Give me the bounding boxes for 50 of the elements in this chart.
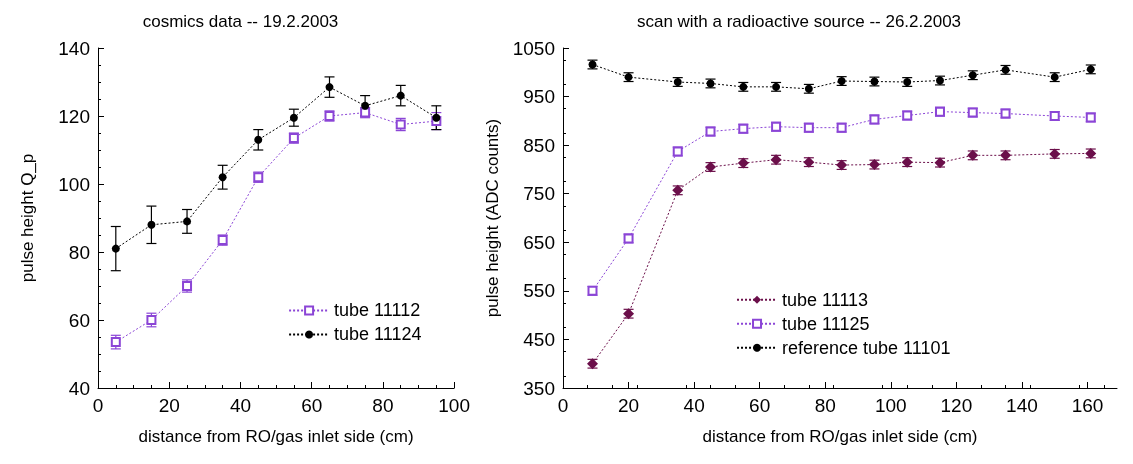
legend-label: tube 11125 — [782, 313, 870, 334]
point — [254, 135, 263, 144]
x-tick-label: 80 — [372, 395, 394, 416]
chart-title: scan with a radioactive source -- 26.2.2003 — [636, 12, 962, 31]
y-tick-label: 850 — [523, 134, 555, 156]
x-tick-label: 0 — [557, 395, 569, 416]
y-axis-title: pulse height (ADC counts) — [483, 118, 502, 318]
point — [289, 113, 298, 122]
point — [361, 101, 370, 110]
x-tick-label: 40 — [683, 395, 705, 416]
y-tick-label: 40 — [68, 377, 90, 399]
x-tick-label: 20 — [617, 395, 640, 416]
x-tick-label: 80 — [814, 395, 836, 416]
y-tick-label: 950 — [523, 86, 555, 108]
legend-label: tube 11113 — [782, 289, 869, 310]
y-tick-label: 100 — [58, 173, 90, 195]
legend-label: reference tube 11101 — [782, 337, 951, 358]
x-tick-label: 0 — [92, 395, 104, 416]
y-tick-label: 140 — [58, 37, 90, 59]
x-tick-label: 60 — [749, 395, 771, 416]
point — [147, 220, 156, 229]
y-tick-label: 60 — [68, 309, 90, 331]
y-tick-label: 120 — [58, 105, 90, 127]
x-tick-label: 40 — [229, 395, 252, 416]
y-tick-label: 80 — [68, 241, 90, 263]
point — [396, 91, 405, 100]
point — [183, 217, 192, 226]
point — [111, 244, 120, 253]
legend-label: tube 11112 — [334, 300, 421, 321]
x-tick-label: 140 — [1006, 395, 1038, 416]
chart-title: cosmics data -- 19.2.2003 — [142, 12, 339, 31]
legend-label: tube 11124 — [334, 324, 422, 345]
y-tick-label: 750 — [523, 183, 555, 205]
y-tick-label: 650 — [523, 231, 555, 253]
x-tick-label: 120 — [940, 395, 973, 416]
x-tick-label: 100 — [874, 395, 907, 416]
y-axis-title: pulse height Q_p — [18, 153, 37, 283]
point — [218, 173, 227, 182]
x-axis-title: distance from RO/gas inlet side (cm) — [702, 427, 978, 446]
y-tick-label: 350 — [523, 377, 555, 399]
x-axis-title: distance from RO/gas inlet side (cm) — [138, 427, 414, 446]
point — [432, 113, 441, 122]
x-tick-label: 20 — [158, 395, 180, 416]
y-tick-label: 1050 — [512, 37, 555, 59]
x-tick-label: 100 — [438, 395, 470, 416]
y-tick-label: 450 — [523, 328, 555, 350]
point — [325, 83, 334, 92]
x-tick-label: 160 — [1071, 395, 1104, 416]
x-tick-label: 60 — [301, 395, 323, 416]
y-tick-label: 550 — [523, 280, 555, 302]
